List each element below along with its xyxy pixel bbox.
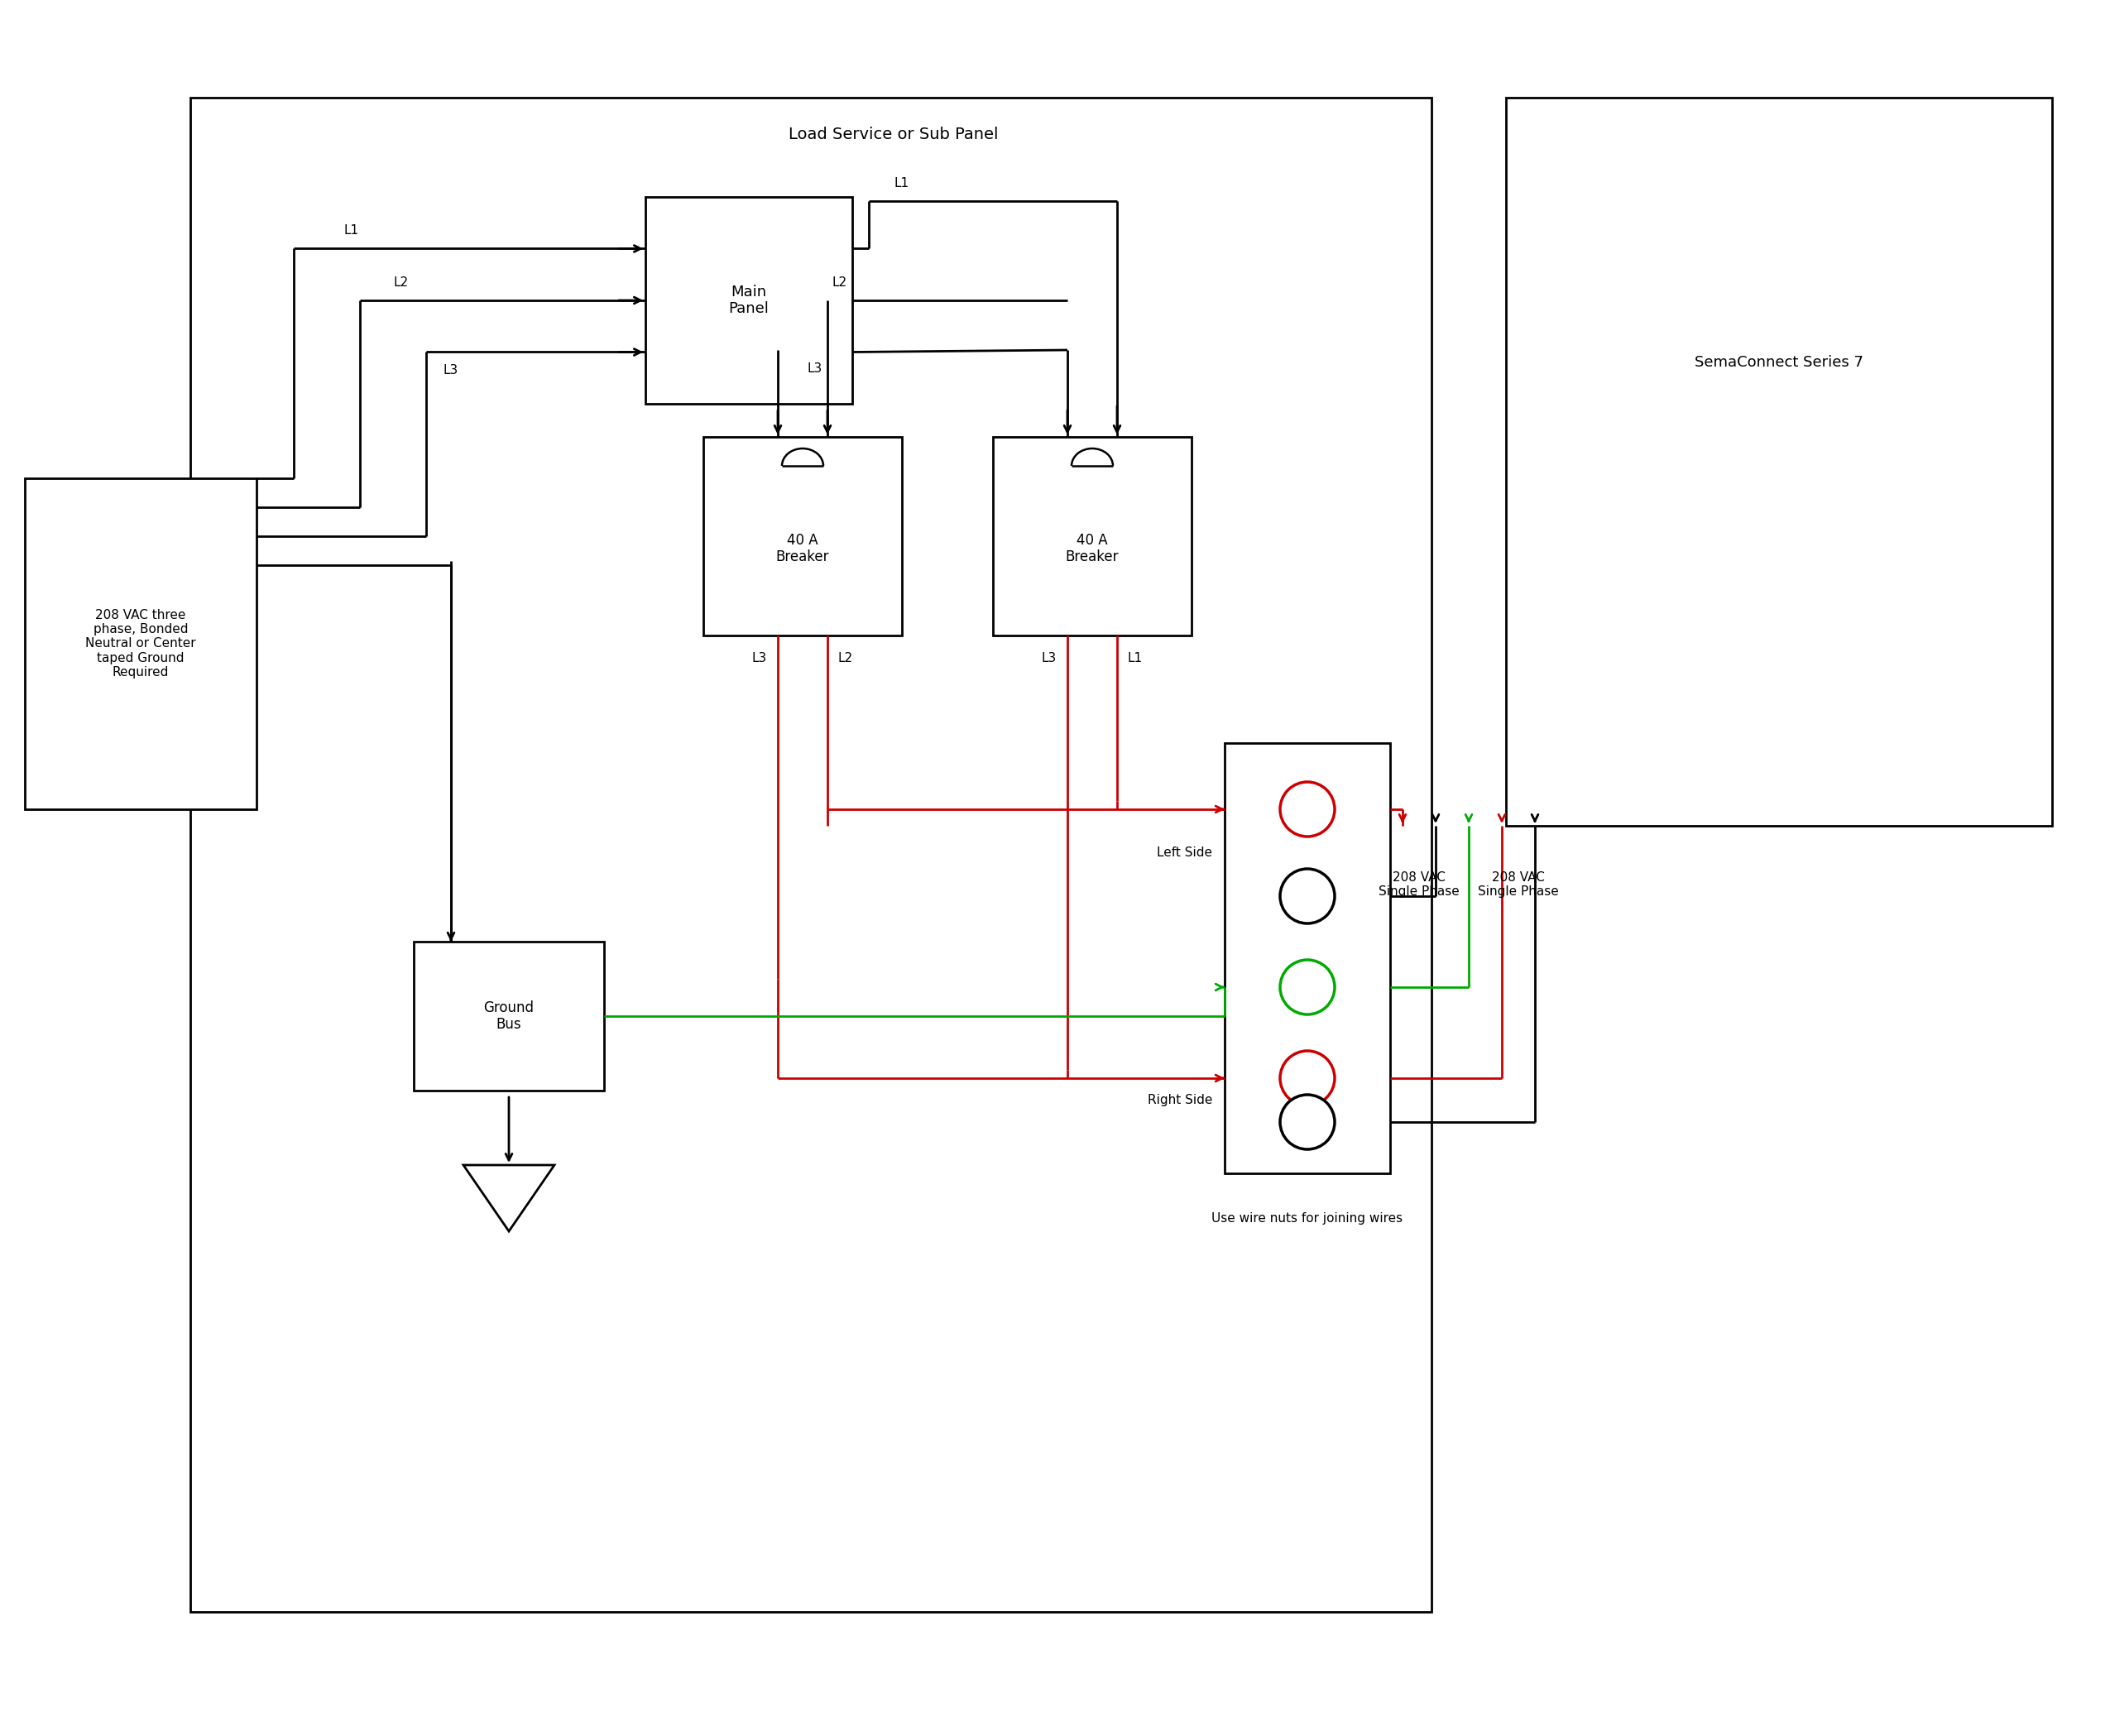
Text: 208 VAC three
phase, Bonded
Neutral or Center
taped Ground
Required: 208 VAC three phase, Bonded Neutral or C… [84, 609, 196, 679]
Text: Left Side: Left Side [1156, 847, 1213, 859]
Text: Use wire nuts for joining wires: Use wire nuts for joining wires [1211, 1213, 1403, 1226]
Circle shape [1281, 868, 1336, 924]
Text: 208 VAC
Single Phase: 208 VAC Single Phase [1477, 871, 1559, 898]
Text: L2: L2 [395, 276, 409, 288]
Bar [414, 941, 603, 1090]
Text: 40 A
Breaker: 40 A Breaker [776, 533, 829, 564]
Bar [25, 479, 257, 809]
Bar [994, 437, 1192, 635]
Text: L3: L3 [1042, 653, 1057, 665]
Bar [703, 437, 901, 635]
Circle shape [1281, 781, 1336, 837]
Text: 208 VAC
Single Phase: 208 VAC Single Phase [1378, 871, 1460, 898]
Text: Load Service or Sub Panel: Load Service or Sub Panel [789, 127, 998, 142]
Bar [1224, 743, 1390, 1174]
Text: Right Side: Right Side [1148, 1094, 1213, 1106]
Text: L3: L3 [443, 365, 458, 377]
Text: Ground
Bus: Ground Bus [483, 1000, 534, 1033]
Text: L3: L3 [808, 363, 823, 375]
Text: L2: L2 [838, 653, 852, 665]
Text: 40 A
Breaker: 40 A Breaker [1066, 533, 1118, 564]
Text: L1: L1 [895, 177, 909, 189]
Circle shape [1281, 1095, 1336, 1149]
Text: L1: L1 [344, 224, 359, 236]
Text: SemaConnect Series 7: SemaConnect Series 7 [1694, 354, 1863, 370]
Bar [646, 196, 852, 404]
Circle shape [1281, 1050, 1336, 1106]
Text: L3: L3 [751, 653, 768, 665]
Text: L1: L1 [1127, 653, 1144, 665]
Bar [190, 97, 1431, 1613]
Circle shape [1281, 960, 1336, 1014]
Text: Main
Panel: Main Panel [728, 285, 768, 316]
Text: L2: L2 [831, 276, 848, 288]
Bar [1507, 97, 2053, 826]
